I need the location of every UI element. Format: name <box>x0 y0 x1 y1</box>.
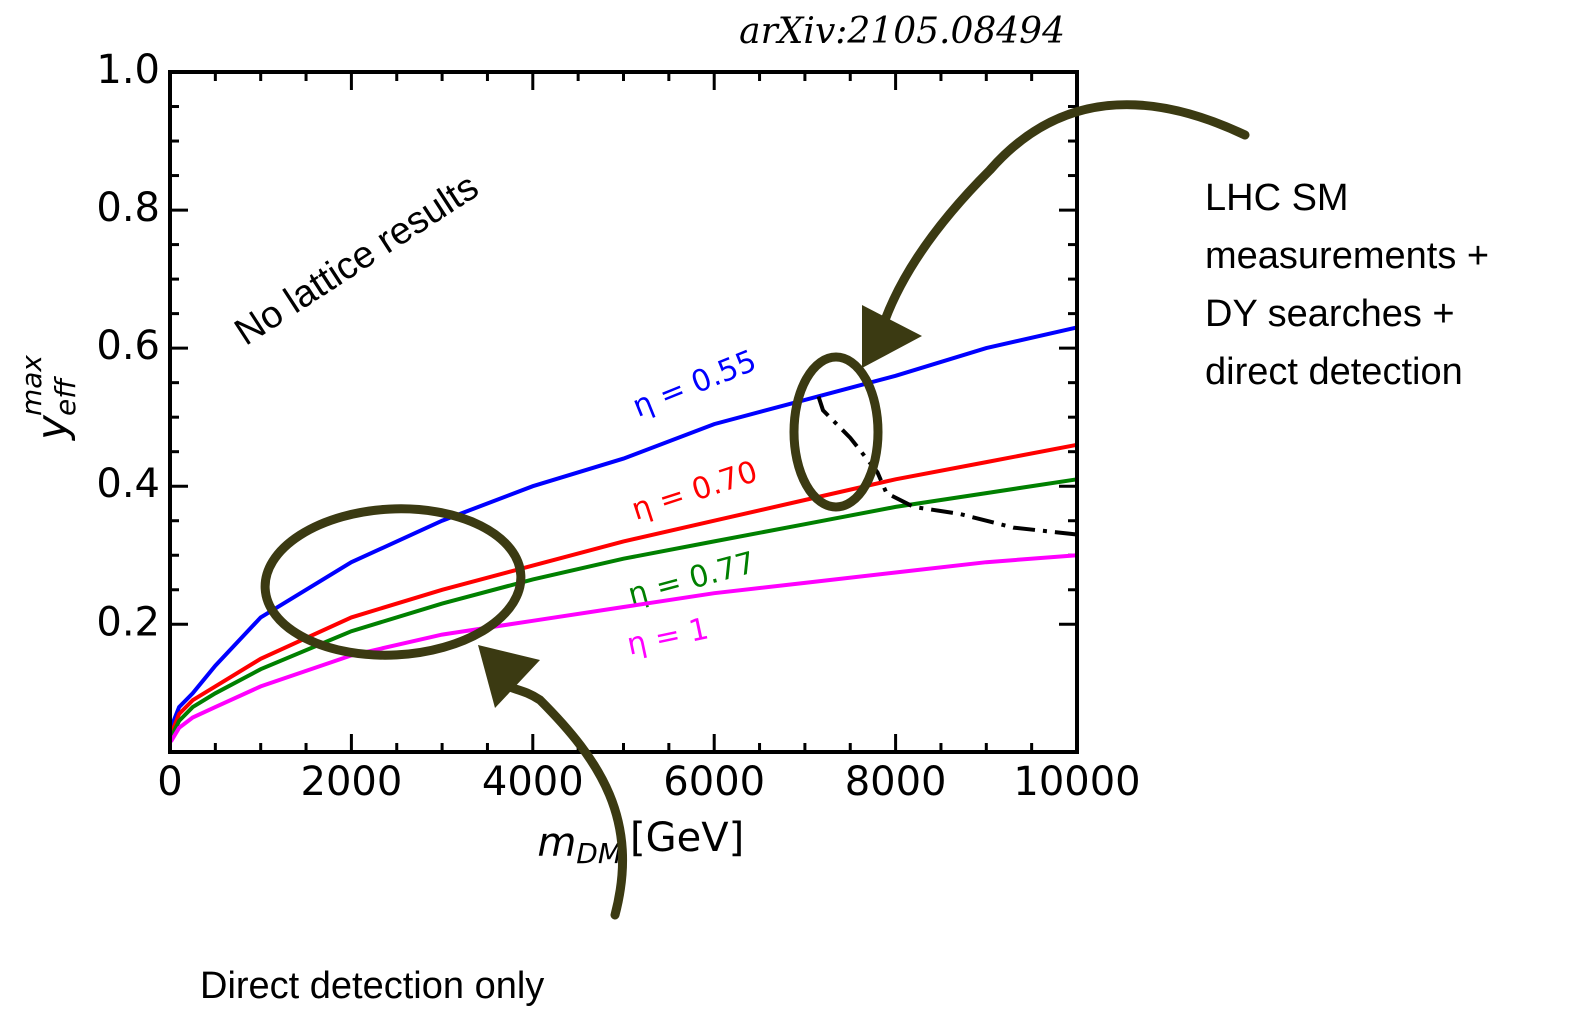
arrow <box>500 680 628 920</box>
series-line <box>169 442 1078 736</box>
y-tick-label: 1.0 <box>96 47 160 93</box>
y-tick-label: 0.8 <box>96 185 160 231</box>
x-tick-label: 6000 <box>663 759 765 805</box>
arrow-head <box>478 645 540 708</box>
side-note: LHC SM <box>1205 177 1349 219</box>
ellipse <box>789 352 883 512</box>
annotation: Direct detection only <box>200 965 544 1007</box>
side-note: direct detection <box>1205 351 1463 393</box>
x-tick-label: 8000 <box>845 759 947 805</box>
side-note: DY searches + <box>1205 293 1455 335</box>
y-tick-label: 0.2 <box>96 599 160 645</box>
side-note: measurements + <box>1205 235 1489 277</box>
x-tick-label: 2000 <box>301 759 403 805</box>
x-label: mDM <box>537 820 622 870</box>
chart-title: arXiv:2105.08494 <box>739 11 1065 52</box>
y-tick-label: 0.6 <box>96 323 160 369</box>
x-label-sub: DM <box>576 837 622 870</box>
series-line <box>169 325 1078 729</box>
series-label: η = 0.55 <box>628 343 762 424</box>
x-tick-label: 0 <box>157 759 182 805</box>
plot-frame <box>168 70 1079 754</box>
series-line <box>169 477 1078 740</box>
series-label: η = 1 <box>624 611 712 662</box>
x-tick-label: 4000 <box>482 759 584 805</box>
arrow-head <box>862 305 922 368</box>
y-label-sub: eff <box>49 376 82 416</box>
annotation: No lattice results <box>227 166 485 354</box>
arrow <box>880 100 1250 325</box>
ellipse <box>260 504 526 660</box>
y-label: y eff max <box>15 355 82 442</box>
y-tick-label: 0.4 <box>96 461 160 507</box>
y-label-main: y <box>28 414 77 442</box>
scribbles <box>260 100 1250 920</box>
series-label: η = 0.70 <box>627 454 761 527</box>
x-label-main: m <box>537 820 576 866</box>
x-label-unit: [GeV] <box>630 815 744 861</box>
arrow-heads <box>478 305 922 708</box>
y-label-sup: max <box>15 355 48 416</box>
x-tick-label: 10000 <box>1013 759 1140 805</box>
